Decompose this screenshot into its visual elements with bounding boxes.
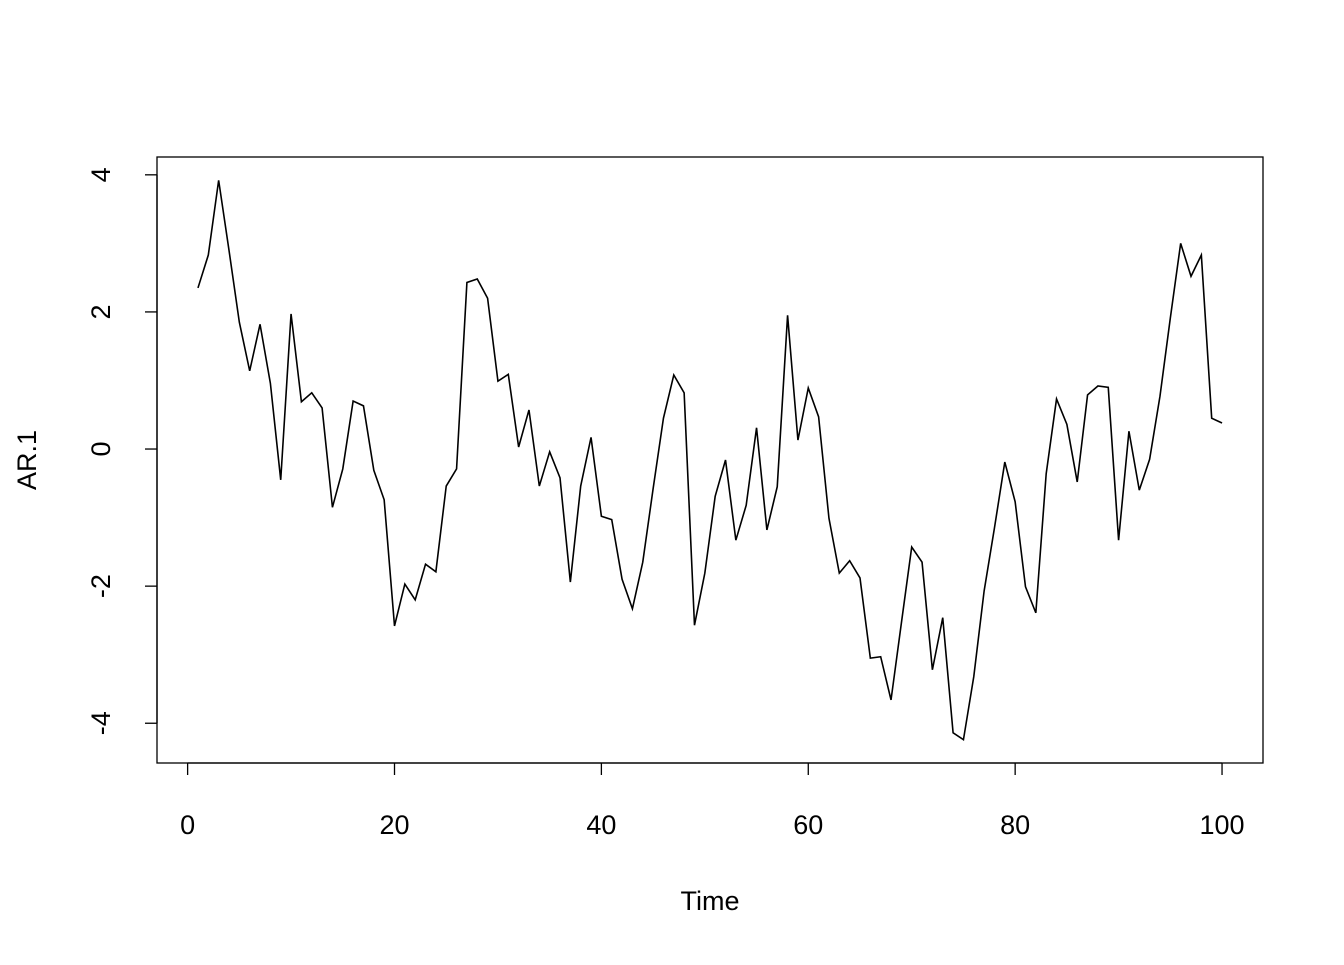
plot-box — [156, 156, 1264, 764]
y-tick-label: 4 — [86, 167, 116, 182]
y-tick-label: 0 — [86, 442, 116, 457]
y-axis-title: AR.1 — [12, 430, 42, 490]
y-tick-label: -2 — [86, 574, 116, 598]
x-tick-label: 0 — [180, 810, 195, 840]
x-tick-label: 20 — [379, 810, 409, 840]
y-tick-label: -4 — [86, 711, 116, 735]
x-tick-label: 60 — [793, 810, 823, 840]
series-line — [197, 180, 1223, 742]
x-axis-title: Time — [681, 886, 740, 916]
x-tick-label: 100 — [1200, 810, 1245, 840]
x-tick-label: 80 — [1000, 810, 1030, 840]
y-tick-label: 2 — [86, 304, 116, 319]
x-tick-label: 40 — [586, 810, 616, 840]
